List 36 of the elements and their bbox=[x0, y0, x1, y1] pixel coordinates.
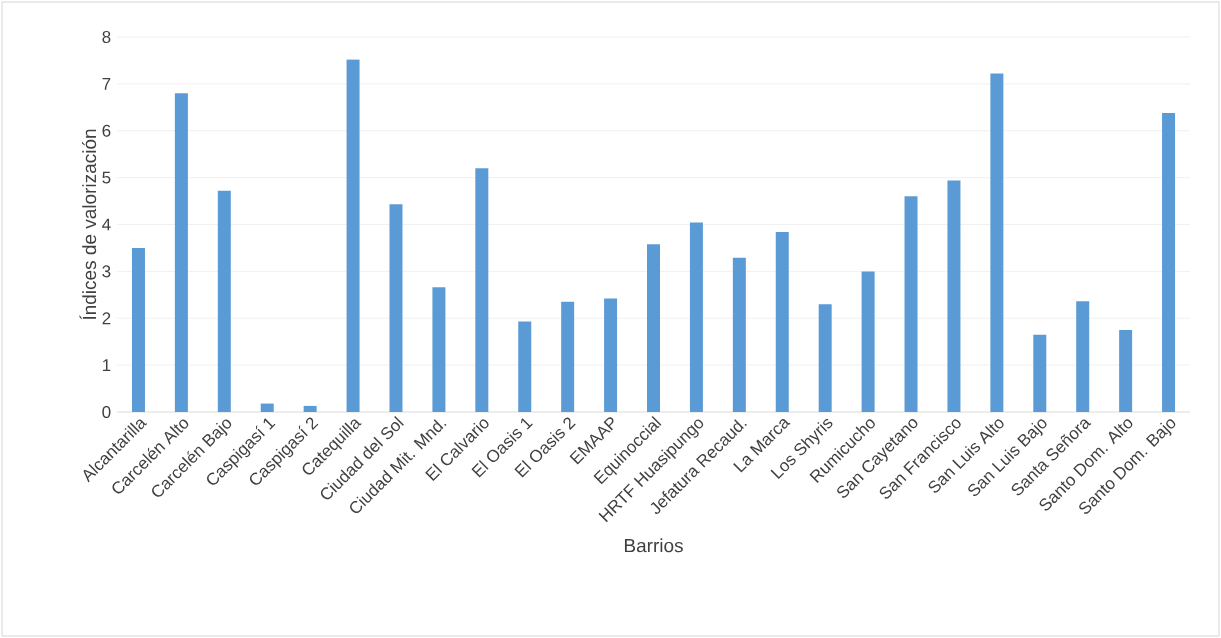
bar bbox=[604, 298, 618, 412]
bar bbox=[1119, 329, 1133, 412]
bar bbox=[818, 304, 832, 412]
bar bbox=[432, 287, 446, 412]
bar bbox=[861, 271, 875, 412]
y-tick-label: 8 bbox=[102, 30, 111, 44]
x-axis-title: Barrios bbox=[624, 538, 683, 553]
y-tick-label: 7 bbox=[102, 78, 111, 90]
bar bbox=[647, 244, 661, 412]
bar bbox=[260, 403, 274, 412]
y-tick-label: 5 bbox=[102, 171, 111, 184]
bar bbox=[1076, 301, 1090, 412]
y-tick-label: 0 bbox=[102, 405, 111, 419]
y-tick-label: 3 bbox=[102, 265, 111, 278]
bar bbox=[518, 321, 532, 412]
bar bbox=[689, 222, 703, 412]
bar bbox=[174, 93, 188, 412]
bar bbox=[775, 232, 789, 412]
y-axis-title: Índices de valorización bbox=[79, 129, 97, 320]
bar bbox=[1033, 334, 1047, 412]
bar bbox=[947, 180, 961, 412]
y-tick-label: 2 bbox=[102, 312, 111, 325]
bar bbox=[1162, 112, 1176, 412]
bar bbox=[389, 204, 403, 412]
bar bbox=[561, 301, 575, 412]
bar bbox=[131, 247, 145, 412]
y-tick-label: 4 bbox=[102, 218, 111, 231]
bar bbox=[217, 190, 231, 412]
y-tick-label: 1 bbox=[102, 359, 111, 371]
bar bbox=[303, 405, 317, 412]
bar bbox=[990, 73, 1004, 412]
bar bbox=[346, 59, 360, 412]
bar bbox=[475, 168, 489, 412]
bar bbox=[732, 257, 746, 412]
bar bbox=[904, 196, 918, 412]
y-tick-label: 6 bbox=[102, 124, 111, 137]
